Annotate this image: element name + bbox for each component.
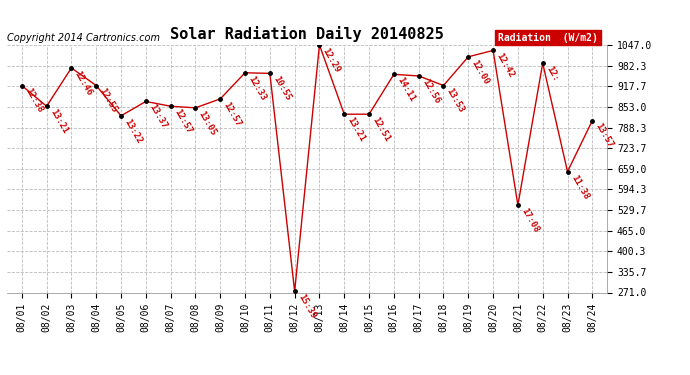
Text: 12:55: 12:55 [97,87,119,115]
Text: 12:51: 12:51 [371,116,392,143]
Text: 12:38: 12:38 [23,87,44,115]
Text: 12:57: 12:57 [172,108,193,135]
Text: 12:: 12: [544,64,560,83]
Text: 12:42: 12:42 [495,52,515,80]
Text: 13:22: 13:22 [122,117,144,145]
Text: 10:55: 10:55 [271,75,293,102]
Text: 14:11: 14:11 [395,76,417,104]
Text: 12:29: 12:29 [321,46,342,74]
Text: 13:37: 13:37 [147,103,168,130]
Text: 13:57: 13:57 [593,122,615,150]
Text: 17:08: 17:08 [520,207,540,234]
Text: 11:38: 11:38 [569,173,590,201]
Text: 12:00: 12:00 [470,58,491,86]
Text: 12:33: 12:33 [246,74,268,102]
Title: Solar Radiation Daily 20140825: Solar Radiation Daily 20140825 [170,27,444,42]
Text: 12:46: 12:46 [72,69,94,97]
Text: 13:05: 13:05 [197,109,218,137]
Text: Copyright 2014 Cartronics.com: Copyright 2014 Cartronics.com [7,33,160,42]
Text: 13:21: 13:21 [346,116,367,143]
Text: 13:21: 13:21 [48,108,69,135]
Text: 13:53: 13:53 [445,87,466,115]
Text: 12:56: 12:56 [420,77,442,105]
Text: 12:57: 12:57 [221,100,243,128]
Text: 15:39: 15:39 [296,292,317,320]
Text: Radiation  (W/m2): Radiation (W/m2) [498,33,598,42]
